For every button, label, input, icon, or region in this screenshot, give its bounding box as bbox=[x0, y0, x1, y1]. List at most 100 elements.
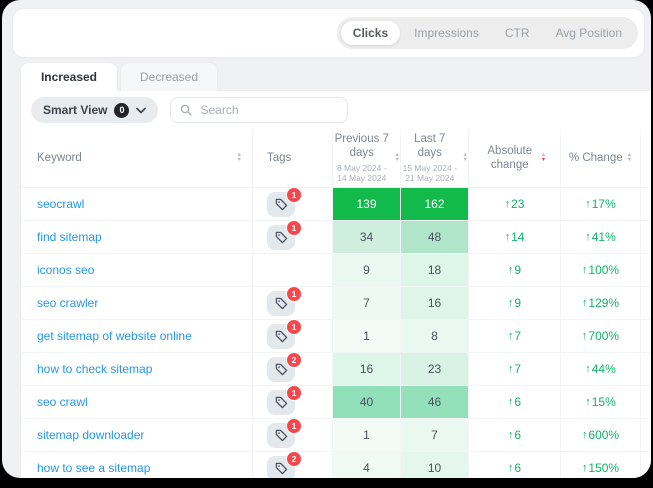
tags-button[interactable]: 2 bbox=[267, 357, 295, 382]
absolute-change-value: ↑6 bbox=[508, 428, 521, 442]
sort-icon[interactable]: ▲▼ bbox=[237, 153, 242, 163]
previous-clicks-value: 9 bbox=[333, 254, 400, 286]
previous-clicks-value: 1 bbox=[333, 320, 400, 352]
keyword-link[interactable]: seo crawl bbox=[37, 395, 88, 409]
tags-button[interactable]: 1 bbox=[267, 423, 295, 448]
tag-icon bbox=[275, 429, 288, 442]
sort-icon-active[interactable]: ▲▼ bbox=[541, 153, 546, 163]
metric-tab-avg-position[interactable]: Avg Position bbox=[544, 21, 635, 45]
table-row: seocrawl 1 139 162 ↑23 ↑17% / bbox=[21, 188, 651, 221]
up-arrow-icon: ↑ bbox=[508, 330, 514, 342]
header-last-7-days[interactable]: Last 7 days 15 May 2024 - 21 May 2024 ▲▼ bbox=[401, 129, 469, 187]
tags-button[interactable]: 1 bbox=[267, 324, 295, 349]
percent-change-value: ↑41% bbox=[585, 230, 616, 244]
header-tags: Tags bbox=[253, 129, 333, 187]
tag-icon bbox=[275, 297, 288, 310]
metric-tab-ctr[interactable]: CTR bbox=[493, 21, 542, 45]
table-row: get sitemap of website online 1 1 8 ↑7 ↑… bbox=[21, 320, 651, 353]
up-arrow-icon: ↑ bbox=[582, 429, 588, 441]
tag-count-badge: 2 bbox=[286, 451, 302, 467]
tag-count-badge: 1 bbox=[286, 385, 302, 401]
last-clicks-value: 16 bbox=[401, 287, 468, 319]
tags-button[interactable]: 2 bbox=[267, 456, 295, 479]
view-tabs: Increased Decreased bbox=[20, 62, 218, 91]
percent-change-value: ↑100% bbox=[582, 263, 619, 277]
tag-count-badge: 1 bbox=[286, 220, 302, 236]
up-arrow-icon: ↑ bbox=[585, 231, 591, 243]
tag-icon bbox=[275, 363, 288, 376]
keyword-link[interactable]: get sitemap of website online bbox=[37, 329, 192, 343]
keyword-link[interactable]: sitemap downloader bbox=[37, 428, 144, 442]
search-input[interactable] bbox=[198, 102, 338, 118]
previous-clicks-value: 139 bbox=[333, 188, 400, 220]
tags-button[interactable]: 1 bbox=[267, 291, 295, 316]
tags-button[interactable]: 1 bbox=[267, 390, 295, 415]
tab-increased[interactable]: Increased bbox=[20, 62, 118, 91]
up-arrow-icon: ↑ bbox=[505, 231, 511, 243]
table-toolbar: Smart View 0 bbox=[21, 91, 651, 129]
percent-change-value: ↑600% bbox=[582, 428, 619, 442]
table-row: seo crawl 1 40 46 ↑6 ↑15% /en bbox=[21, 386, 651, 419]
smart-view-dropdown[interactable]: Smart View 0 bbox=[31, 97, 158, 123]
up-arrow-icon: ↑ bbox=[508, 396, 514, 408]
last-clicks-value: 10 bbox=[401, 452, 468, 478]
table-row: iconos seo 9 18 ↑9 ↑100% /em bbox=[21, 254, 651, 287]
keywords-table: Keyword ▲▼ Tags Previous 7 days 8 May 20… bbox=[21, 129, 651, 478]
metric-tab-impressions[interactable]: Impressions bbox=[402, 21, 491, 45]
metric-toolbar: ClicksImpressionsCTRAvg Position bbox=[12, 8, 645, 58]
percent-change-value: ↑17% bbox=[585, 197, 616, 211]
last-clicks-value: 162 bbox=[401, 188, 468, 220]
table-row: how to check sitemap 2 16 23 ↑7 ↑44% /en bbox=[21, 353, 651, 386]
tag-count-badge: 2 bbox=[286, 352, 302, 368]
previous-clicks-value: 40 bbox=[333, 386, 400, 418]
app-window: ClicksImpressionsCTRAvg Position Increas… bbox=[2, 0, 651, 478]
table-header-row: Keyword ▲▼ Tags Previous 7 days 8 May 20… bbox=[21, 129, 651, 188]
tags-button[interactable]: 1 bbox=[267, 225, 295, 250]
sort-icon[interactable]: ▲▼ bbox=[463, 153, 468, 163]
up-arrow-icon: ↑ bbox=[585, 198, 591, 210]
metric-tab-clicks[interactable]: Clicks bbox=[341, 21, 400, 45]
last-clicks-value: 8 bbox=[401, 320, 468, 352]
header-url[interactable]: URL ▲▼ bbox=[641, 129, 651, 187]
absolute-change-value: ↑23 bbox=[505, 197, 525, 211]
header-percent-change[interactable]: % Change ▲▼ bbox=[561, 129, 641, 187]
up-arrow-icon: ↑ bbox=[508, 429, 514, 441]
percent-change-value: ↑15% bbox=[585, 395, 616, 409]
header-keyword[interactable]: Keyword ▲▼ bbox=[21, 129, 253, 187]
sort-icon[interactable]: ▲▼ bbox=[395, 153, 400, 163]
up-arrow-icon: ↑ bbox=[582, 264, 588, 276]
keyword-link[interactable]: iconos seo bbox=[37, 263, 94, 277]
absolute-change-value: ↑7 bbox=[508, 329, 521, 343]
header-previous-7-days[interactable]: Previous 7 days 8 May 2024 - 14 May 2024… bbox=[333, 129, 401, 187]
keyword-link[interactable]: seo crawler bbox=[37, 296, 98, 310]
search-field[interactable] bbox=[170, 97, 348, 123]
table-row: find sitemap 1 34 48 ↑14 ↑41% /en bbox=[21, 221, 651, 254]
tab-decreased[interactable]: Decreased bbox=[120, 62, 218, 91]
up-arrow-icon: ↑ bbox=[582, 462, 588, 474]
tag-icon bbox=[275, 462, 288, 475]
keyword-link[interactable]: find sitemap bbox=[37, 230, 102, 244]
search-icon bbox=[180, 104, 192, 116]
up-arrow-icon: ↑ bbox=[508, 363, 514, 375]
up-arrow-icon: ↑ bbox=[505, 198, 511, 210]
tag-icon bbox=[275, 231, 288, 244]
tag-count-badge: 1 bbox=[286, 187, 302, 203]
up-arrow-icon: ↑ bbox=[585, 396, 591, 408]
last-clicks-value: 46 bbox=[401, 386, 468, 418]
metric-segmented-control: ClicksImpressionsCTRAvg Position bbox=[337, 17, 638, 49]
tag-icon bbox=[275, 198, 288, 211]
keyword-link[interactable]: how to see a sitemap bbox=[37, 461, 150, 475]
keyword-link[interactable]: seocrawl bbox=[37, 197, 84, 211]
smart-view-count-badge: 0 bbox=[114, 103, 129, 118]
keyword-link[interactable]: how to check sitemap bbox=[37, 362, 152, 376]
previous-clicks-value: 7 bbox=[333, 287, 400, 319]
sort-icon[interactable]: ▲▼ bbox=[627, 153, 632, 163]
absolute-change-value: ↑9 bbox=[508, 263, 521, 277]
tags-button[interactable]: 1 bbox=[267, 192, 295, 217]
tag-count-badge: 1 bbox=[286, 286, 302, 302]
header-absolute-change[interactable]: Absolute change ▲▼ bbox=[469, 129, 561, 187]
table-body: seocrawl 1 139 162 ↑23 ↑17% / find sitem… bbox=[21, 188, 651, 478]
last-clicks-value: 7 bbox=[401, 419, 468, 451]
screenshot-frame: ClicksImpressionsCTRAvg Position Increas… bbox=[0, 0, 653, 488]
smart-view-label: Smart View bbox=[43, 103, 107, 117]
